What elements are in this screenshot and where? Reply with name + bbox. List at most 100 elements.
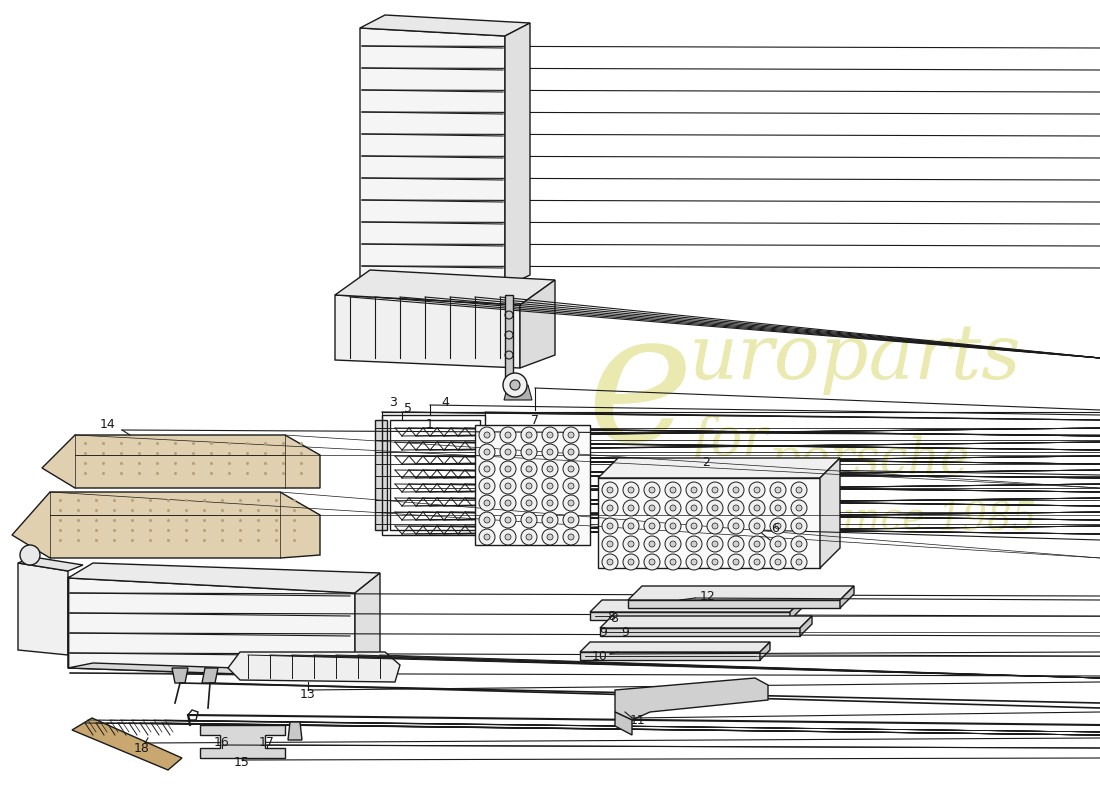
- Circle shape: [712, 541, 718, 547]
- Circle shape: [712, 487, 718, 493]
- Circle shape: [670, 559, 676, 565]
- Polygon shape: [598, 478, 820, 568]
- Circle shape: [754, 487, 760, 493]
- Circle shape: [686, 482, 702, 498]
- Circle shape: [526, 517, 532, 523]
- Circle shape: [484, 466, 490, 472]
- Circle shape: [542, 495, 558, 511]
- Circle shape: [754, 541, 760, 547]
- Polygon shape: [336, 295, 520, 368]
- Circle shape: [623, 518, 639, 534]
- Circle shape: [749, 500, 764, 516]
- Circle shape: [526, 500, 532, 506]
- Polygon shape: [68, 578, 355, 678]
- Text: 4: 4: [441, 397, 449, 410]
- Polygon shape: [18, 557, 82, 571]
- Polygon shape: [375, 420, 387, 530]
- Circle shape: [791, 518, 807, 534]
- Circle shape: [649, 541, 654, 547]
- Text: uroparts: uroparts: [689, 321, 1021, 395]
- Circle shape: [478, 495, 495, 511]
- Circle shape: [521, 529, 537, 545]
- Circle shape: [628, 523, 634, 529]
- Circle shape: [568, 466, 574, 472]
- Circle shape: [547, 500, 553, 506]
- Circle shape: [484, 483, 490, 489]
- Circle shape: [478, 529, 495, 545]
- Text: 13: 13: [300, 689, 316, 702]
- Circle shape: [547, 449, 553, 455]
- Circle shape: [776, 541, 781, 547]
- Circle shape: [670, 487, 676, 493]
- Circle shape: [500, 444, 516, 460]
- Text: e: e: [586, 302, 693, 478]
- Text: porsche: porsche: [769, 435, 970, 485]
- Circle shape: [770, 536, 786, 552]
- Circle shape: [666, 500, 681, 516]
- Polygon shape: [600, 628, 800, 636]
- Text: for: for: [692, 414, 768, 466]
- Circle shape: [707, 536, 723, 552]
- Circle shape: [505, 534, 512, 540]
- Polygon shape: [600, 616, 812, 628]
- Circle shape: [754, 523, 760, 529]
- Circle shape: [623, 500, 639, 516]
- Circle shape: [770, 482, 786, 498]
- Text: 6: 6: [771, 522, 779, 534]
- Circle shape: [749, 482, 764, 498]
- Circle shape: [691, 505, 697, 511]
- Circle shape: [733, 523, 739, 529]
- Circle shape: [666, 518, 681, 534]
- Circle shape: [749, 536, 764, 552]
- Circle shape: [649, 505, 654, 511]
- Circle shape: [20, 545, 40, 565]
- Polygon shape: [598, 458, 840, 478]
- Circle shape: [563, 427, 579, 443]
- Circle shape: [568, 517, 574, 523]
- Circle shape: [510, 380, 520, 390]
- Circle shape: [484, 517, 490, 523]
- Circle shape: [505, 517, 512, 523]
- Circle shape: [505, 432, 512, 438]
- Polygon shape: [580, 652, 760, 660]
- Polygon shape: [505, 23, 530, 287]
- Circle shape: [796, 505, 802, 511]
- Circle shape: [607, 541, 613, 547]
- Circle shape: [691, 559, 697, 565]
- Circle shape: [526, 432, 532, 438]
- Circle shape: [712, 523, 718, 529]
- Circle shape: [686, 500, 702, 516]
- Polygon shape: [475, 425, 590, 545]
- Polygon shape: [615, 712, 632, 735]
- Circle shape: [623, 536, 639, 552]
- Polygon shape: [200, 725, 285, 758]
- Circle shape: [776, 559, 781, 565]
- Circle shape: [649, 487, 654, 493]
- Circle shape: [776, 487, 781, 493]
- Circle shape: [542, 478, 558, 494]
- Circle shape: [500, 461, 516, 477]
- Circle shape: [749, 554, 764, 570]
- Polygon shape: [288, 722, 302, 740]
- Text: 18: 18: [134, 742, 150, 754]
- Circle shape: [478, 478, 495, 494]
- Circle shape: [478, 427, 495, 443]
- Polygon shape: [68, 563, 379, 593]
- Polygon shape: [172, 668, 188, 683]
- Circle shape: [542, 427, 558, 443]
- Circle shape: [478, 461, 495, 477]
- Circle shape: [707, 518, 723, 534]
- Circle shape: [791, 554, 807, 570]
- Circle shape: [776, 523, 781, 529]
- Polygon shape: [355, 573, 380, 678]
- Circle shape: [607, 523, 613, 529]
- Polygon shape: [72, 718, 182, 770]
- Circle shape: [712, 505, 718, 511]
- Circle shape: [568, 500, 574, 506]
- Polygon shape: [590, 612, 790, 620]
- Circle shape: [728, 518, 744, 534]
- Circle shape: [521, 444, 537, 460]
- Circle shape: [628, 505, 634, 511]
- Text: since 1985: since 1985: [823, 502, 1036, 538]
- Text: 8: 8: [607, 610, 615, 622]
